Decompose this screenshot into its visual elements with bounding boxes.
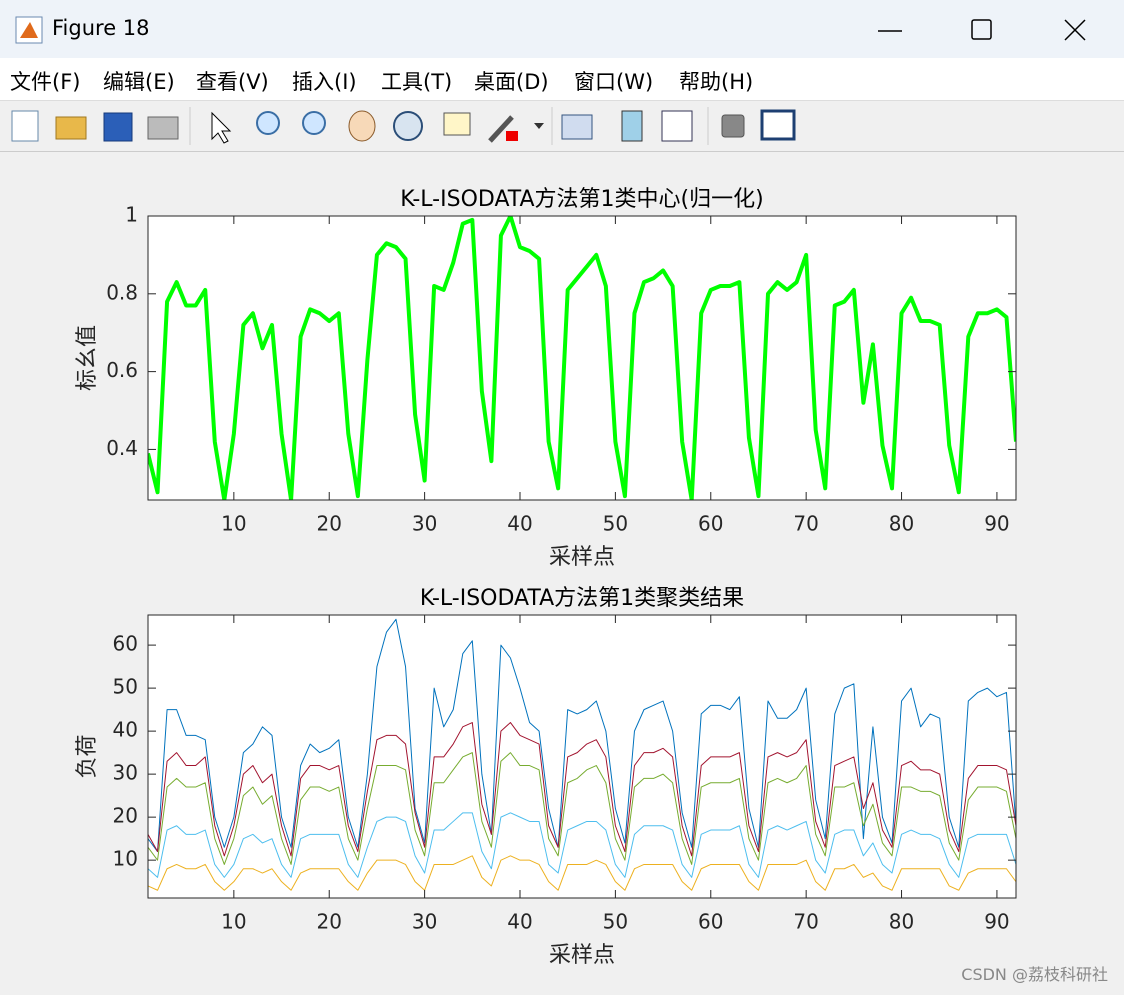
open-icon[interactable] [55, 116, 87, 140]
x-tick-label: 60 [698, 512, 723, 536]
toolbar [0, 101, 1124, 152]
x-tick-label: 60 [698, 910, 723, 934]
zoom-in-icon[interactable] [256, 111, 280, 135]
save-icon[interactable] [103, 112, 133, 142]
menu-bar: 文件(F) 编辑(E) 查看(V) 插入(I) 工具(T) 桌面(D) 窗口(W… [0, 58, 1124, 101]
x-tick-label: 10 [221, 512, 246, 536]
title-icons [15, 16, 1086, 44]
menu-item[interactable]: 桌面(D) [474, 70, 549, 94]
data-line [148, 722, 1016, 857]
data-line [148, 855, 1016, 891]
x-tick-label: 70 [793, 512, 818, 536]
app-icon [15, 16, 43, 44]
print-icon[interactable] [147, 116, 179, 140]
pan-icon[interactable] [348, 110, 376, 142]
x-axis-label: 采样点 [549, 545, 615, 570]
menu-item[interactable]: 插入(I) [292, 70, 357, 94]
y-tick-label: 1 [125, 203, 138, 227]
rotate-icon[interactable] [393, 111, 423, 141]
x-tick-label: 50 [603, 910, 628, 934]
y-tick-label: 0.6 [106, 358, 138, 382]
new-icon[interactable] [11, 110, 39, 142]
datatip-icon[interactable] [443, 112, 471, 136]
y-axis-label: 标幺值 [75, 325, 100, 391]
menu-item[interactable]: 帮助(H) [679, 70, 754, 94]
data-line [148, 216, 1016, 500]
chart-title: K-L-ISODATA方法第1类中心(归一化) [400, 187, 763, 212]
x-tick-label: 80 [889, 512, 914, 536]
menu-item[interactable]: 工具(T) [381, 70, 453, 94]
dropdown-arrow[interactable] [534, 123, 544, 129]
axes-box [147, 614, 1017, 899]
colorbar-icon[interactable] [621, 110, 643, 142]
close-button[interactable] [1064, 19, 1086, 41]
app-icon-shape [20, 22, 38, 38]
x-tick-label: 50 [603, 512, 628, 536]
menu-item[interactable]: 编辑(E) [103, 70, 175, 94]
x-tick-label: 10 [221, 910, 246, 934]
axes-box [147, 215, 1017, 501]
zoom-out-icon[interactable] [302, 111, 326, 135]
data-line [148, 618, 1016, 853]
y-tick-label: 20 [113, 804, 138, 828]
data-line [148, 752, 1016, 865]
menu-item[interactable]: 窗口(W) [574, 70, 654, 94]
x-tick-label: 40 [507, 512, 532, 536]
watermark: CSDN @荔枝科研社 [961, 965, 1108, 984]
y-tick-label: 30 [113, 761, 138, 785]
y-axis-label: 负荷 [75, 734, 100, 778]
chart-title: K-L-ISODATA方法第1类聚类结果 [420, 586, 744, 611]
x-tick-label: 80 [889, 910, 914, 934]
x-tick-label: 40 [507, 910, 532, 934]
legend-icon[interactable] [661, 110, 693, 142]
x-tick-label: 90 [984, 512, 1009, 536]
toolbar-icons [11, 107, 796, 145]
x-axis-label: 采样点 [549, 943, 615, 968]
figure-canvas: 10 20 30 40 50 60 70 80 90 0.4 0.6 0.8 1 K-L-ISODATA方… [75, 187, 1017, 968]
maximize-button[interactable] [971, 19, 992, 40]
y-tick-label: 0.4 [106, 436, 138, 460]
y-tick-label: 60 [113, 632, 138, 656]
y-tick-label: 10 [113, 847, 138, 871]
link-icon[interactable] [561, 114, 593, 140]
x-tick-label: 30 [412, 910, 437, 934]
title-bar: Figure 18 [0, 0, 1124, 58]
y-tick-label: 40 [113, 718, 138, 742]
dock-icon[interactable] [760, 109, 796, 141]
window-title: Figure 18 [52, 16, 150, 40]
data-line [148, 812, 1016, 878]
brush-icon[interactable] [488, 115, 514, 143]
y-tick-label: 0.8 [106, 280, 138, 304]
hide-tools-icon[interactable] [721, 114, 745, 138]
pointer-icon[interactable] [211, 111, 232, 144]
menu-item[interactable]: 查看(V) [196, 70, 269, 94]
x-tick-label: 30 [412, 512, 437, 536]
brush-color [506, 131, 518, 141]
menu-item[interactable]: 文件(F) [10, 70, 81, 94]
x-tick-label: 70 [793, 910, 818, 934]
x-tick-label: 20 [317, 512, 342, 536]
x-tick-label: 20 [317, 910, 342, 934]
x-tick-label: 90 [984, 910, 1009, 934]
y-tick-label: 50 [113, 675, 138, 699]
